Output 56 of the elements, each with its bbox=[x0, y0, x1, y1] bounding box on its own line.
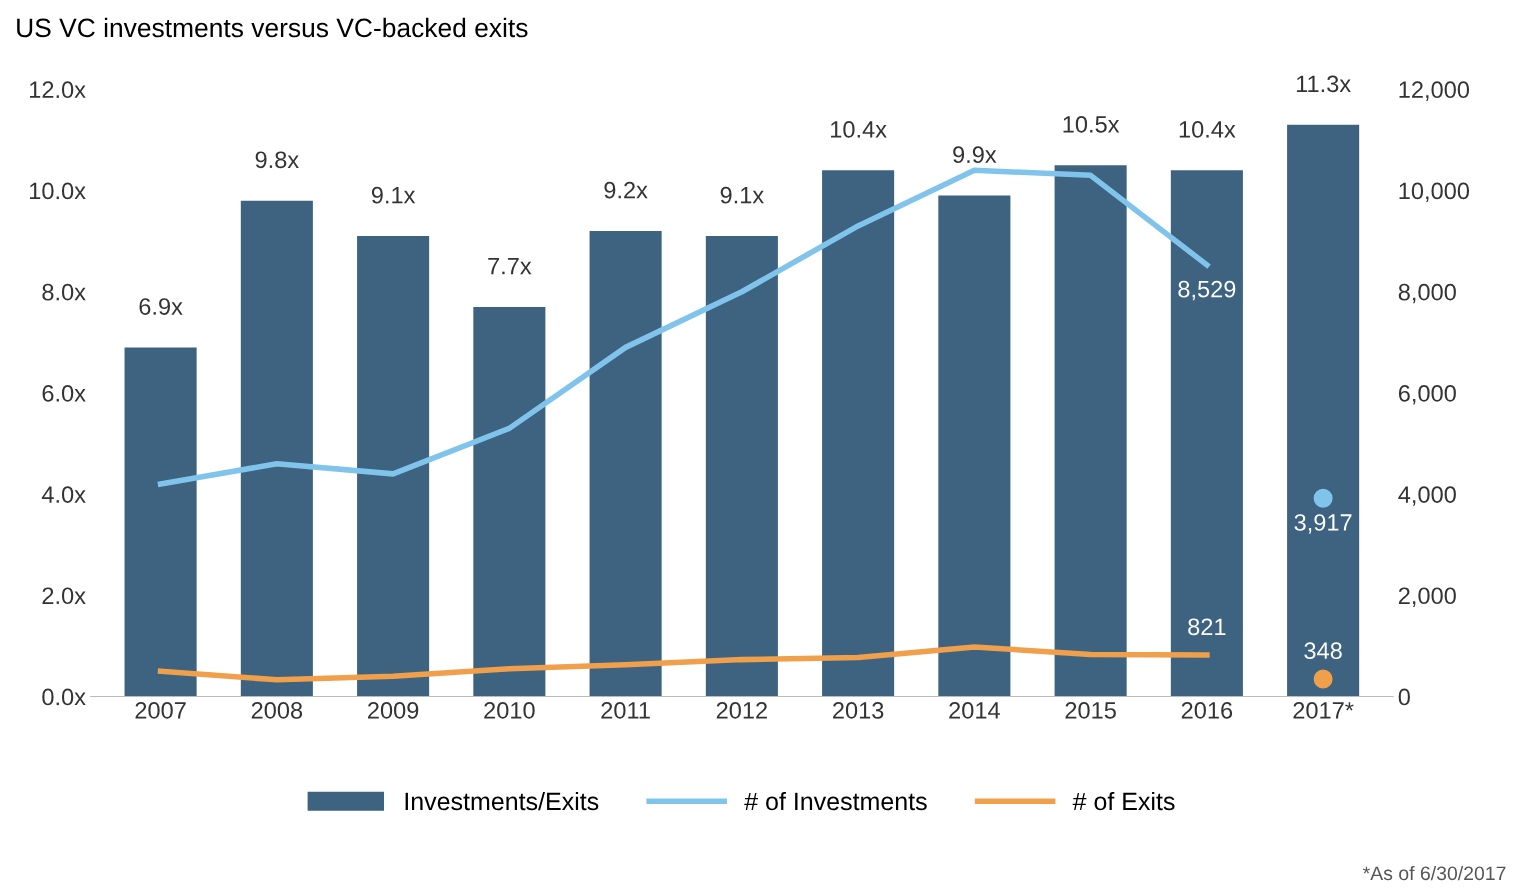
bar bbox=[1054, 165, 1127, 697]
x-tick-label: 2011 bbox=[601, 702, 650, 719]
bar bbox=[124, 347, 197, 697]
x-tick-label: 2017* bbox=[1293, 702, 1354, 719]
y-tick-label: 0.0x bbox=[42, 688, 86, 706]
bar bbox=[473, 306, 546, 697]
x-tick-label: 2008 bbox=[251, 702, 303, 719]
y2-tick-label: 6,000 bbox=[1398, 384, 1456, 405]
text: *As of 6/30/2017 bbox=[1362, 865, 1506, 881]
data-label: 821 bbox=[1188, 618, 1226, 636]
data-label: 9.8x bbox=[255, 151, 299, 169]
data-label: 9.1x bbox=[720, 186, 764, 204]
bar bbox=[589, 230, 662, 697]
y-tick-label: 10.0x bbox=[30, 182, 86, 200]
data-label: 6.9x bbox=[139, 298, 183, 315]
data-label: 11.3x bbox=[1296, 75, 1351, 93]
x-tick-label: 2007 bbox=[135, 702, 186, 719]
y-tick-label: 4.0x bbox=[41, 486, 86, 503]
bar bbox=[1170, 170, 1243, 697]
y2-tick-label: 10,000 bbox=[1399, 182, 1470, 203]
y2-tick-label: 2,000 bbox=[1398, 587, 1456, 607]
x-tick-label: 2016 bbox=[1181, 702, 1233, 719]
bar bbox=[1287, 124, 1360, 697]
y2-tick-label: 4,000 bbox=[1398, 486, 1456, 506]
data-label: 3,917 bbox=[1294, 514, 1352, 534]
data-label: 9.1x bbox=[371, 186, 416, 204]
bar bbox=[357, 236, 430, 697]
data-label: 10.5x bbox=[1063, 115, 1120, 133]
x-tick-label: 2014 bbox=[949, 702, 1000, 719]
chart-title: US VC investments versus VC-backed exits bbox=[17, 17, 528, 38]
x-tick-label: 2010 bbox=[484, 702, 535, 719]
bar bbox=[705, 236, 778, 697]
bar bbox=[240, 200, 313, 697]
y-tick-label: 6.0x bbox=[42, 384, 86, 402]
data-label: 8,529 bbox=[1178, 280, 1236, 301]
y-tick-label: 2.0x bbox=[42, 587, 86, 605]
x-tick-label: 2013 bbox=[833, 702, 884, 719]
x-tick-label: 2015 bbox=[1065, 702, 1116, 719]
y-tick-label: 12.0x bbox=[30, 81, 86, 99]
data-label: 10.4x bbox=[1179, 121, 1236, 138]
y-tick-label: 8.0x bbox=[42, 283, 86, 301]
bar bbox=[938, 195, 1011, 697]
legend-label: # of Exits bbox=[1072, 791, 1175, 811]
data-label: 348 bbox=[1304, 642, 1342, 660]
legend-label: Investments/Exits bbox=[405, 791, 599, 811]
x-tick-label: 2009 bbox=[368, 702, 419, 719]
x-tick-label: 2012 bbox=[716, 702, 767, 719]
data-label: 9.2x bbox=[604, 181, 648, 199]
bar bbox=[822, 170, 895, 697]
y2-tick-label: 12,000 bbox=[1399, 81, 1470, 101]
y2-tick-label: 0 bbox=[1398, 688, 1410, 706]
data-label: 10.4x bbox=[831, 121, 887, 138]
y2-tick-label: 8,000 bbox=[1398, 283, 1456, 304]
data-label: 7.7x bbox=[488, 257, 532, 275]
data-label: 9.9x bbox=[953, 146, 997, 164]
legend-label: # of Investments bbox=[744, 791, 927, 811]
